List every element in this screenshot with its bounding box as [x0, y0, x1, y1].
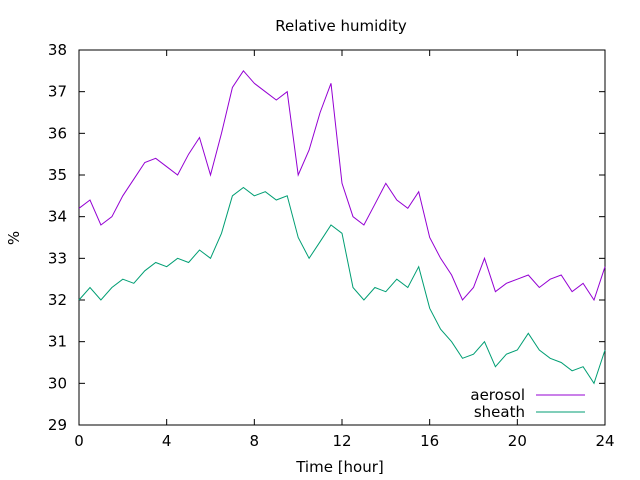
y-axis-label: %	[5, 231, 23, 245]
y-tick-label: 34	[48, 208, 67, 226]
y-tick-label: 35	[48, 166, 67, 184]
x-tick-label: 24	[595, 432, 614, 450]
y-tick-label: 32	[48, 291, 67, 309]
x-tick-label: 20	[508, 432, 527, 450]
x-tick-label: 8	[250, 432, 260, 450]
y-tick-label: 29	[48, 416, 67, 434]
y-tick-label: 30	[48, 374, 67, 392]
axis-ticks: 0 4 8 12 16 20 24 29 30 31 32 33 34 35 36 37 38	[48, 41, 615, 450]
legend-label-sheath: sheath	[474, 403, 525, 421]
x-tick-label: 4	[162, 432, 172, 450]
series-layer	[78, 69, 606, 385]
chart-title: Relative humidity	[275, 17, 407, 35]
y-tick-label: 31	[48, 333, 67, 351]
series-line-aerosol	[78, 69, 606, 302]
x-tick-label: 16	[420, 432, 439, 450]
y-tick-label: 37	[48, 83, 67, 101]
x-tick-label: 12	[332, 432, 351, 450]
y-tick-label: 36	[48, 124, 67, 142]
legend-label-aerosol: aerosol	[470, 386, 525, 404]
y-tick-label: 38	[48, 41, 67, 59]
series-line-sheath	[78, 186, 606, 385]
x-axis-label: Time [hour]	[295, 458, 384, 476]
x-tick-label: 0	[74, 432, 84, 450]
plot-frame	[78, 49, 606, 426]
y-tick-label: 33	[48, 249, 67, 267]
